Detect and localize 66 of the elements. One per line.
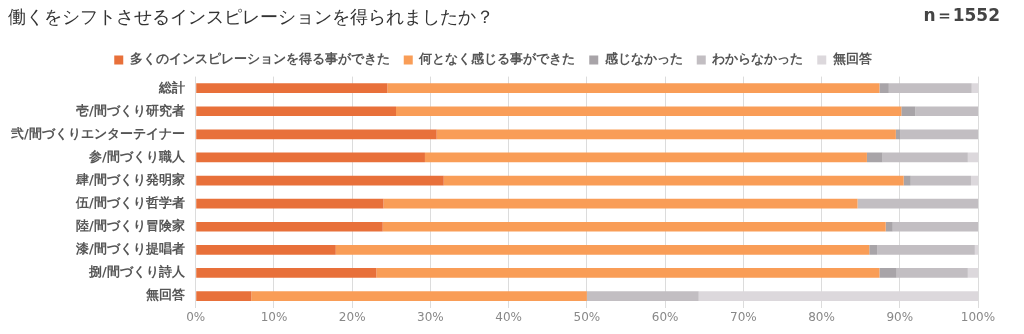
legend-label: 無回答 (831, 51, 872, 67)
x-tick-label: 60% (651, 309, 679, 324)
bar (866, 152, 883, 163)
x-tick-label: 10% (260, 309, 288, 324)
legend-label: 何となく感じる事ができた (418, 51, 576, 67)
bar (896, 268, 968, 278)
y-tick-label: 総計 (157, 79, 185, 95)
bar (443, 175, 904, 186)
bar (196, 245, 336, 255)
x-tick-label: 50% (573, 309, 601, 324)
y-tick-label: 伍/間づくり哲学者 (75, 195, 185, 211)
bar (335, 245, 870, 255)
bar (387, 83, 880, 93)
bar (382, 221, 886, 232)
text: n＝1552 (923, 5, 1000, 26)
x-tick-label: 90% (886, 309, 914, 324)
y-tick-label: 壱/間づくり研究者 (76, 102, 185, 118)
bar (196, 83, 388, 93)
bar (383, 198, 858, 209)
bar (196, 152, 425, 163)
bar (857, 198, 978, 209)
bar (879, 83, 889, 93)
x-tick-label: 20% (338, 309, 366, 324)
bar (436, 129, 896, 140)
bar (251, 291, 587, 301)
bar (892, 221, 978, 232)
bar (196, 221, 383, 232)
x-tick-label: 0% (186, 309, 206, 324)
bar (888, 83, 972, 93)
y-tick-label: 漆/間づくり提唱者 (75, 241, 185, 257)
y-tick-label: 捌/間づくり詩人 (88, 264, 186, 280)
y-tick-label: 陸/間づくり冒険家 (76, 218, 185, 234)
bar (900, 129, 978, 140)
legend-label: 感じなかった (603, 51, 683, 67)
bar (915, 106, 978, 117)
bar (879, 268, 897, 278)
y-tick-label: 弐/間づくりエンターテイナー (10, 125, 185, 141)
x-tick-label: 100% (960, 309, 996, 324)
bar (196, 198, 384, 209)
x-tick-label: 70% (729, 309, 757, 324)
y-tick-label: 肆/間づくり発明家 (75, 171, 185, 187)
bar (196, 268, 377, 278)
bar (877, 245, 975, 255)
bar (376, 268, 880, 278)
x-tick-label: 80% (808, 309, 835, 324)
bar (895, 129, 901, 140)
bar (586, 291, 699, 301)
bar (882, 152, 968, 163)
x-tick-label: 30% (417, 309, 444, 324)
bar (396, 106, 902, 117)
bar (424, 152, 867, 163)
bar (196, 106, 397, 117)
y-tick-label: 参/間づくり職人 (88, 148, 186, 164)
bar (885, 221, 893, 232)
x-tick-label: 40% (495, 309, 522, 324)
y-tick-label: 無回答 (144, 287, 185, 303)
bar (196, 129, 437, 140)
legend-label: 多くのインスピレーションを得る事ができた (129, 51, 390, 67)
bar (869, 245, 878, 255)
bar (196, 175, 444, 186)
bar (196, 291, 252, 301)
bar (910, 175, 971, 186)
legend-label: わからなかった (711, 51, 804, 67)
bar (901, 106, 916, 117)
chart-title: 働くをシフトさせるインスピレーションを得られましたか？ (8, 6, 494, 28)
bar (903, 175, 911, 186)
